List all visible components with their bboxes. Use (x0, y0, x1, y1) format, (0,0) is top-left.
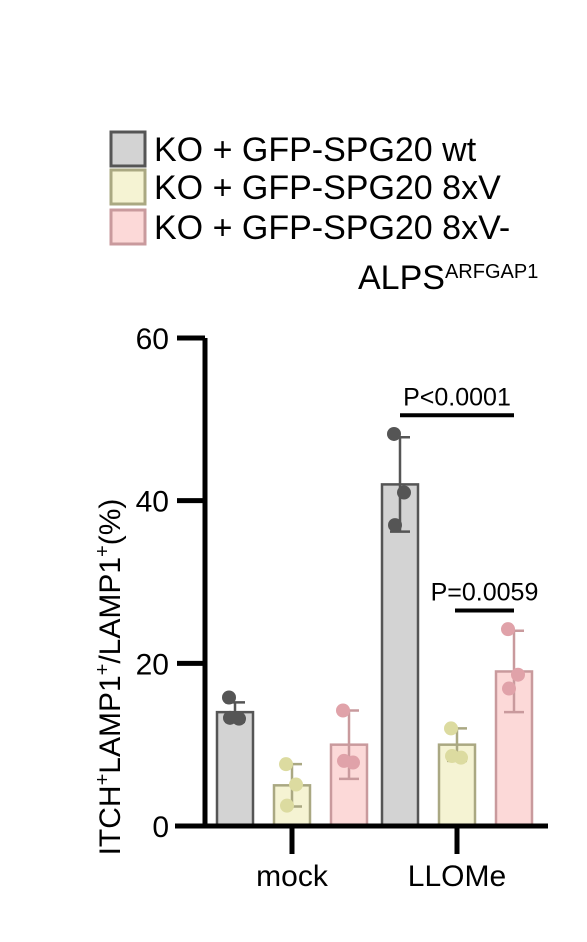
legend-label-superscript: ARFGAP1 (445, 261, 538, 283)
legend-label: KO + GFP-SPG20 wt (154, 131, 477, 169)
data-point (280, 798, 294, 813)
data-point (336, 703, 350, 718)
x-tick-label: mock (256, 860, 329, 893)
data-point (502, 681, 516, 696)
y-tick-label: 20 (136, 648, 169, 681)
data-point (511, 667, 525, 682)
p-value-label: P<0.0001 (403, 383, 511, 411)
legend-swatch (109, 208, 147, 246)
y-tick-label: 60 (136, 323, 169, 356)
legend-label: KO + GFP-SPG20 8xV- (154, 209, 510, 247)
y-label-part: /LAMP1 (94, 557, 127, 664)
y-label-superscript: + (92, 664, 114, 676)
y-label-part: ITCH (94, 785, 127, 855)
data-point (222, 690, 236, 705)
bar (215, 710, 255, 828)
y-label-superscript: + (92, 774, 114, 786)
data-point (388, 518, 402, 533)
y-axis-label: ITCH+LAMP1+/LAMP1+(%) (92, 499, 127, 856)
data-point (223, 710, 237, 725)
y-label-part: LAMP1 (94, 675, 127, 773)
data-point (337, 753, 351, 768)
y-tick-label: 0 (152, 811, 169, 844)
p-value-label: P=0.0059 (431, 578, 539, 606)
y-label-part: (%) (94, 499, 127, 546)
data-point (445, 749, 459, 764)
data-point (387, 426, 401, 441)
legend-swatch (109, 168, 147, 206)
x-axis: mock LLOMe (175, 823, 548, 893)
data-point (279, 757, 293, 772)
data-point (444, 721, 458, 736)
x-tick-label: LLOMe (408, 860, 506, 893)
legend-swatch (109, 130, 147, 168)
data-point (501, 622, 515, 637)
data-point (397, 485, 411, 500)
legend-label: KO + GFP-SPG20 8xV (154, 169, 501, 207)
legend-label-main: ALPS (358, 259, 445, 297)
bars (215, 426, 534, 828)
data-point (289, 777, 303, 792)
y-label-superscript: + (92, 545, 114, 557)
bar (380, 483, 420, 828)
legend-label-continuation: ALPSARFGAP1 (358, 259, 538, 297)
y-tick-label: 40 (136, 486, 169, 519)
annotations: P<0.0001 P=0.0059 (400, 383, 539, 613)
